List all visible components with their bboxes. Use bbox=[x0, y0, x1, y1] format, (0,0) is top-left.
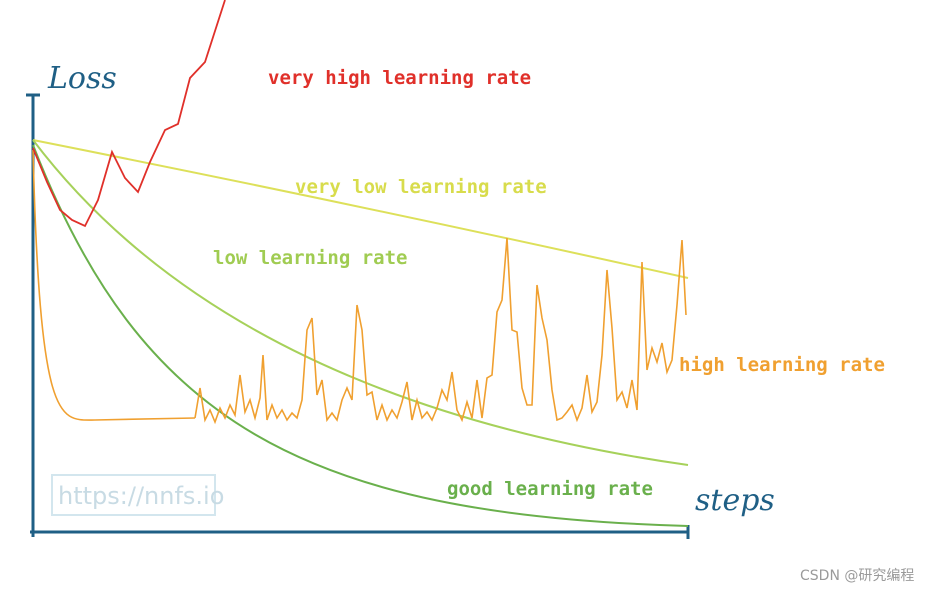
curve-label: very high learning rate bbox=[268, 67, 531, 89]
low-curve bbox=[32, 139, 689, 466]
high-curve-noise bbox=[194, 237, 687, 425]
curve-label: very low learning rate bbox=[295, 176, 547, 198]
x-axis-label: steps bbox=[695, 483, 775, 518]
high-curve bbox=[32, 149, 196, 421]
credit: CSDN @研究编程 bbox=[800, 568, 914, 584]
curve-label: good learning rate bbox=[447, 478, 653, 500]
very-low-curve bbox=[32, 139, 689, 279]
curve-label: low learning rate bbox=[213, 247, 407, 269]
very-high-curve bbox=[32, 0, 226, 228]
watermark-box bbox=[51, 474, 216, 516]
good-curve bbox=[32, 144, 689, 527]
watermark: https://nnfs.io bbox=[58, 482, 224, 510]
curve-label: high learning rate bbox=[679, 354, 885, 376]
y-axis-label: Loss bbox=[47, 61, 117, 96]
